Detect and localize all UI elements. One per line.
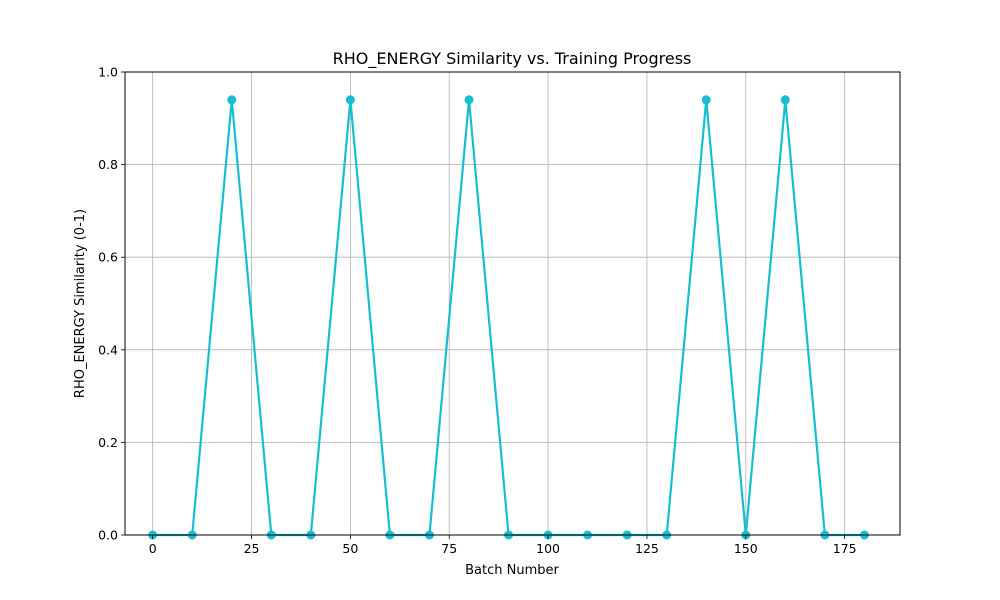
data-point — [345, 95, 355, 105]
data-point — [780, 95, 790, 105]
x-axis-ticks: 0 25 50 75 100 125 150 175 — [149, 535, 857, 556]
x-tick-label: 100 — [536, 541, 560, 556]
y-tick-label: 0.8 — [98, 157, 118, 172]
plot-frame — [124, 71, 901, 536]
chart-title: RHO_ENERGY Similarity vs. Training Progr… — [333, 49, 692, 69]
y-axis-label: RHO_ENERGY Similarity (0-1) — [73, 209, 88, 398]
y-axis-ticks: 0.0 0.2 0.4 0.6 0.8 1.0 — [98, 65, 125, 543]
x-tick-label: 175 — [833, 541, 857, 556]
data-point — [701, 95, 711, 105]
x-tick-label: 50 — [342, 541, 358, 556]
x-tick-label: 125 — [635, 541, 659, 556]
y-tick-label: 0.4 — [98, 342, 118, 357]
y-tick-label: 0.2 — [98, 435, 118, 450]
x-tick-label: 0 — [149, 541, 157, 556]
x-tick-label: 75 — [441, 541, 457, 556]
y-tick-label: 1.0 — [98, 65, 118, 80]
plot-area-background — [125, 72, 900, 535]
x-tick-label: 150 — [734, 541, 758, 556]
x-axis-label: Batch Number — [465, 563, 559, 578]
data-point — [464, 95, 474, 105]
y-tick-label: 0.0 — [98, 528, 118, 543]
data-point — [227, 95, 237, 105]
x-tick-label: 25 — [244, 541, 260, 556]
y-tick-label: 0.6 — [98, 250, 118, 265]
